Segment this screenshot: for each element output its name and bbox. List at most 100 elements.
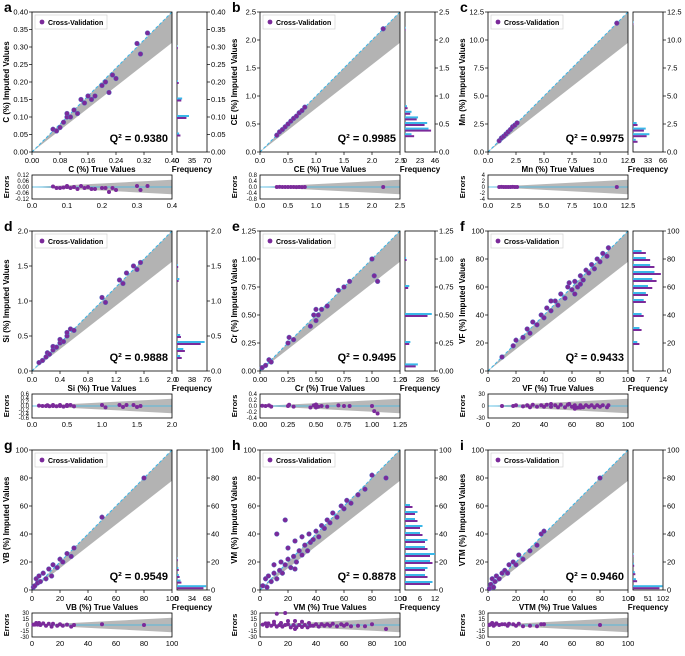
hist-x-tick-label: 7 xyxy=(646,375,650,384)
hist-y-tick-label: 0 xyxy=(439,586,443,595)
error-point xyxy=(578,405,583,410)
frequency-label: Frequency xyxy=(172,165,213,174)
data-point xyxy=(106,89,112,96)
errors-label: Errors xyxy=(2,176,11,199)
data-point xyxy=(313,528,319,534)
hist-x-tick-label: 34 xyxy=(188,594,196,603)
error-point xyxy=(100,403,104,407)
histogram-bar xyxy=(405,562,433,564)
x-tick-label: 1.2 xyxy=(111,375,121,384)
error-point xyxy=(279,621,283,625)
error-point xyxy=(61,404,66,409)
histogram-bar xyxy=(405,553,435,555)
error-point xyxy=(68,403,73,407)
error-point xyxy=(381,185,386,189)
x-tick-label: 1.25 xyxy=(393,375,408,384)
error-point xyxy=(263,404,268,408)
error-x-tick-label: 0.00 xyxy=(253,420,268,429)
histogram-bar xyxy=(177,280,179,282)
data-point xyxy=(341,284,347,290)
errors-label: Errors xyxy=(230,395,239,418)
legend xyxy=(262,14,336,30)
histogram-bar xyxy=(177,115,189,117)
error-point xyxy=(535,404,539,409)
histogram-bar xyxy=(405,365,416,368)
hist-y-tick-label: 60 xyxy=(211,502,219,511)
error-point xyxy=(138,188,143,192)
histogram-bar xyxy=(405,257,407,259)
error-y-tick-label: 0 xyxy=(482,404,486,410)
hist-x-tick-label: 0 xyxy=(175,594,179,603)
histogram-bar xyxy=(405,576,428,578)
errors-frame xyxy=(31,174,173,200)
histogram-bar xyxy=(633,299,644,301)
error-x-tick-label: 0.5 xyxy=(62,420,72,429)
panel-label: i xyxy=(460,437,464,453)
hist-x-tick-label: 56 xyxy=(431,375,439,384)
histogram-bar xyxy=(633,562,634,565)
frequency-label: Frequency xyxy=(400,165,441,174)
histogram-bar xyxy=(405,534,423,536)
error-point xyxy=(103,186,108,190)
data-point xyxy=(310,536,316,543)
error-x-tick-label: 1.5 xyxy=(339,201,349,210)
hist-y-tick-label: 100 xyxy=(439,446,452,455)
q2-annotation: Q² = 0.9549 xyxy=(110,571,168,583)
error-point xyxy=(135,405,139,409)
data-point xyxy=(586,270,592,276)
x-tick-label: 0.16 xyxy=(81,156,96,165)
histogram-bar xyxy=(177,343,201,345)
frequency-label: Frequency xyxy=(172,384,213,393)
error-point xyxy=(44,623,48,628)
y-axis-label: VM (%) Imputed Values xyxy=(230,476,239,564)
error-y-tick-label: 0.8 xyxy=(249,173,258,179)
hist-x-tick-label: 51 xyxy=(644,594,652,603)
y-tick-label: 0.30 xyxy=(13,43,28,52)
y-axis-label: C (%) Imputed Values xyxy=(2,41,11,123)
x-tick-label: 80 xyxy=(368,594,376,603)
histogram-bar xyxy=(177,264,178,266)
errors-frame xyxy=(487,393,629,419)
errors-frame xyxy=(487,174,629,200)
frequency-label: Frequency xyxy=(628,603,669,612)
y-tick-label: 0.25 xyxy=(13,60,28,69)
legend-label: Cross-Validation xyxy=(504,458,559,465)
legend-marker xyxy=(267,19,273,25)
data-point xyxy=(67,114,74,120)
data-point xyxy=(78,96,84,103)
data-point xyxy=(604,253,610,259)
data-point xyxy=(92,93,98,99)
panel-a: a0.00 0.08 0.16 0.24 0.32 0.400.000.050.100.1… xyxy=(2,0,226,210)
data-point xyxy=(306,531,312,537)
histogram-bar xyxy=(405,129,432,132)
data-point xyxy=(315,312,321,318)
data-point xyxy=(530,319,536,325)
data-point xyxy=(600,250,606,257)
error-point xyxy=(72,623,76,627)
hist-y-tick-label: 0.5 xyxy=(439,120,449,129)
histogram-bar xyxy=(405,513,415,515)
error-x-tick-label: 40 xyxy=(84,639,92,648)
error-point xyxy=(539,622,544,627)
data-point xyxy=(265,573,272,579)
error-point xyxy=(72,404,76,409)
histogram-bar xyxy=(405,124,425,126)
histogram-bar xyxy=(633,315,644,317)
histogram-bar xyxy=(405,133,412,136)
error-point xyxy=(60,623,65,628)
error-point xyxy=(507,621,511,626)
error-point xyxy=(46,621,51,626)
error-y-tick-label: 0 xyxy=(482,185,486,191)
error-y-tick-label: -0.6 xyxy=(19,416,30,422)
legend-marker xyxy=(267,238,273,244)
error-y-tick-label: -15 xyxy=(248,629,257,635)
error-point xyxy=(600,403,605,408)
data-point xyxy=(60,339,67,345)
frequency-label: Frequency xyxy=(172,603,213,612)
error-y-tick-label: -0.2 xyxy=(247,410,258,416)
data-point xyxy=(74,110,81,117)
error-y-tick-label: -0.8 xyxy=(247,197,258,203)
data-point xyxy=(614,20,620,26)
errors-label: Errors xyxy=(230,614,239,637)
hist-y-tick-label: 2.5 xyxy=(667,120,677,129)
